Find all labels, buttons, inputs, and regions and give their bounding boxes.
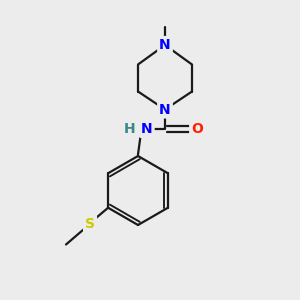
Text: N: N [159, 38, 171, 52]
Text: N: N [141, 122, 153, 136]
Text: H: H [123, 122, 135, 136]
Text: O: O [191, 122, 203, 136]
Text: S: S [85, 217, 95, 230]
Text: N: N [159, 103, 171, 116]
